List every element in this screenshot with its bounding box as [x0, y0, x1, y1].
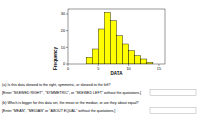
- bars: [86, 12, 153, 64]
- bar: [86, 57, 92, 64]
- x-tick-label: 0: [67, 67, 69, 71]
- plot-frame: [68, 9, 165, 64]
- bar: [98, 29, 104, 64]
- bar: [129, 51, 135, 64]
- page: 0 10 20 30 0 5 10 15 DATA Frequency (a) Is this da…: [0, 0, 200, 122]
- bar: [117, 36, 123, 64]
- x-tick-label: 10: [127, 67, 131, 71]
- bar: [147, 62, 153, 64]
- bar: [141, 59, 147, 64]
- question-text: (a) Is this data skewed to the right, sy…: [2, 83, 110, 87]
- y-tick: [66, 47, 68, 48]
- x-axis-label: DATA: [111, 71, 124, 76]
- bar: [104, 12, 110, 64]
- y-tick-label: 30: [61, 12, 65, 16]
- bar: [92, 49, 98, 64]
- x-tick-label: 15: [157, 67, 161, 71]
- answer-input[interactable]: [150, 108, 196, 114]
- bar: [110, 21, 116, 64]
- x-tick: [158, 64, 159, 66]
- y-tick-label: 0: [63, 62, 65, 66]
- bar: [123, 44, 129, 64]
- question-hint: [Enter "SKEWED RIGHT", "SYMMETRIC", or "…: [2, 91, 141, 95]
- x-tick: [68, 64, 69, 66]
- y-axis-label: Frequency: [53, 47, 58, 70]
- x-tick-label: 5: [97, 67, 99, 71]
- y-tick: [66, 14, 68, 15]
- x-tick: [128, 64, 129, 66]
- y-tick-label: 20: [61, 29, 65, 33]
- x-tick: [98, 64, 99, 66]
- plot-area: [68, 9, 165, 64]
- y-tick: [66, 30, 68, 31]
- y-tick: [66, 64, 68, 65]
- question-text: (b) Which is bigger for this data set, t…: [2, 101, 138, 105]
- y-tick-label: 10: [61, 46, 65, 50]
- question-hint: [Enter "MEAN", "MEDIAN" or "ABOUT EQUAL"…: [2, 109, 115, 113]
- bar: [135, 56, 141, 64]
- answer-input[interactable]: [150, 90, 196, 96]
